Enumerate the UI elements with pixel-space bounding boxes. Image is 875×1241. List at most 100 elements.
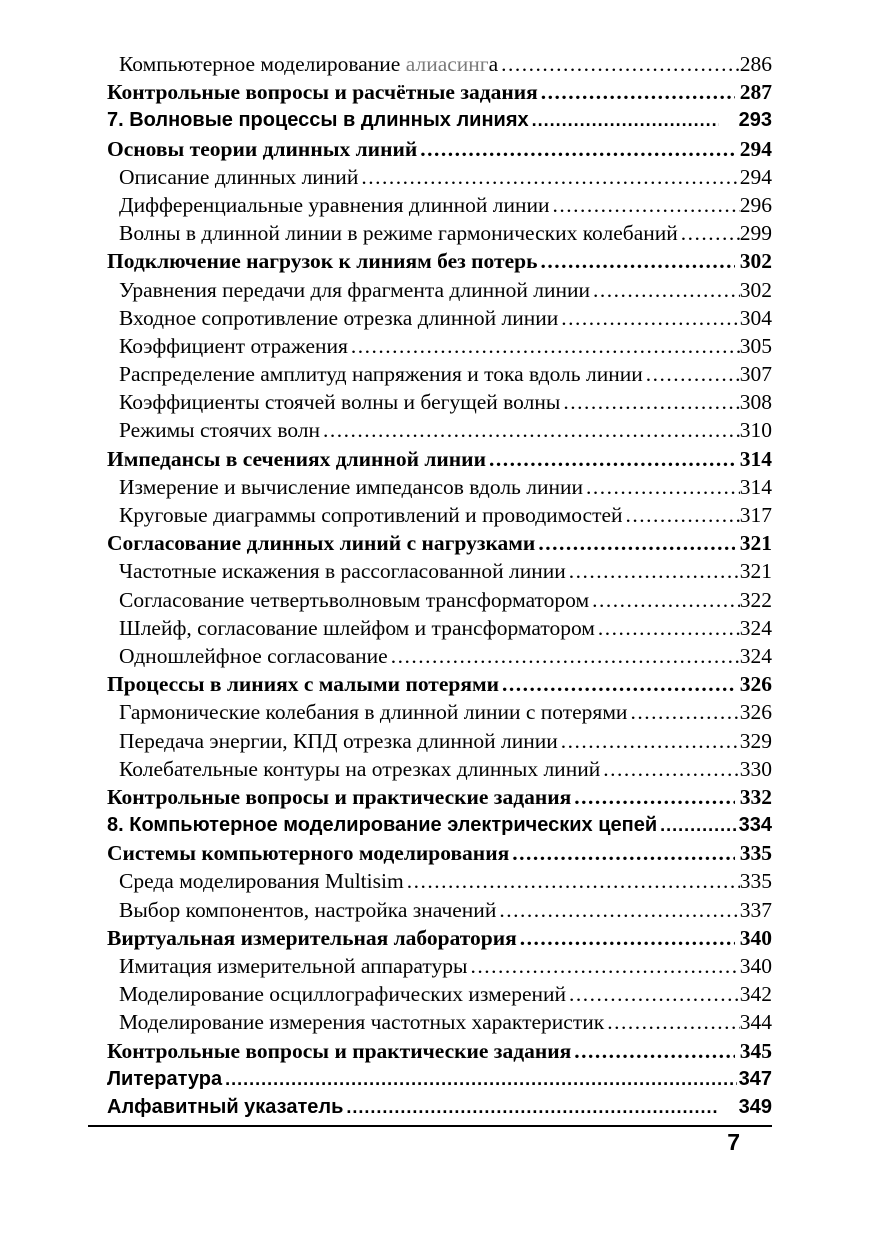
toc-entry-title: Контрольные вопросы и практические задан… [107, 784, 572, 809]
toc-entry-title: Импедансы в сечениях длинной линии [107, 446, 486, 471]
toc-entry-title: Колебательные контуры на отрезках длинны… [119, 756, 601, 781]
page-number: 7 [727, 1129, 740, 1156]
dot-leader: ........................................… [680, 221, 740, 246]
dot-leader: ........................................… [660, 815, 736, 836]
toc-entry-page: 337 [739, 897, 772, 922]
dot-leader: ........................................… [488, 446, 735, 471]
toc-entry-32: Виртуальная измерительная лаборатория ..… [88, 924, 772, 952]
toc-entry-37: Литература .............................… [88, 1065, 772, 1093]
toc-entry-title: Режимы стоячих волн [119, 418, 321, 443]
toc-entry-page: 314 [739, 446, 772, 471]
toc-entry-title: Моделирование осциллографических измерен… [119, 982, 567, 1007]
toc-entry-10: Входное сопротивление отрезка длинной ли… [88, 304, 772, 332]
toc-entry-19: Частотные искажения в рассогласованной л… [88, 557, 772, 585]
toc-entry-3: 7. Волновые процессы в длинных линиях ..… [88, 106, 772, 134]
toc-entry-26: Колебательные контуры на отрезках длинны… [88, 755, 772, 783]
dot-leader: ........................................… [519, 925, 735, 950]
footer-rule [88, 1125, 772, 1128]
toc-entry-page: 310 [739, 418, 772, 443]
dot-leader: ........................................… [574, 1038, 735, 1063]
toc-entry-36: Контрольные вопросы и практические задан… [88, 1037, 772, 1065]
toc-entry-page: 302 [739, 277, 772, 302]
dot-leader: ........................................… [346, 1096, 717, 1117]
toc-entry-15: Импедансы в сечениях длинной линии .....… [88, 445, 772, 473]
toc-entry-page: 299 [739, 221, 772, 246]
toc-entry-29: Системы компьютерного моделирования ....… [88, 839, 772, 867]
toc-entry-title: Виртуальная измерительная лаборатория [107, 925, 517, 950]
toc-entry-8: Подключение нагрузок к линиям без потерь… [88, 247, 772, 275]
toc-entry-title: Входное сопротивление отрезка длинной ли… [119, 305, 559, 330]
toc-entry-13: Коэффициенты стоячей волны и бегущей вол… [88, 388, 772, 416]
toc-entry-page: 344 [739, 1010, 772, 1035]
toc-entry-page: 345 [739, 1038, 772, 1063]
toc-page: Компьютерное моделирование алиасинга ...… [88, 50, 772, 1157]
dot-leader: ........................................… [531, 110, 719, 131]
toc-entry-27: Контрольные вопросы и практические задан… [88, 783, 772, 811]
toc-entry-page: 321 [739, 531, 772, 556]
toc-entry-title: Подключение нагрузок к линиям без потерь [107, 249, 538, 274]
toc-entry-page: 329 [739, 728, 772, 753]
dot-leader: ........................................… [563, 390, 739, 415]
toc-entry-page: 324 [739, 643, 772, 668]
toc-entry-page: 286 [739, 52, 772, 76]
dot-leader: ........................................… [569, 982, 740, 1007]
dot-leader: ........................................… [323, 418, 740, 443]
toc-entry-title: Описание длинных линий [119, 164, 359, 189]
dot-leader: ........................................… [470, 954, 739, 978]
dot-leader: ........................................… [499, 897, 740, 922]
toc-entry-page: 332 [739, 784, 772, 809]
dot-leader: ........................................… [406, 869, 740, 894]
toc-entry-31: Выбор компонентов, настройка значений ..… [88, 896, 772, 924]
dot-leader: ........................................… [552, 192, 739, 217]
toc-entry-title: Процессы в линиях с малыми потерями [107, 672, 500, 697]
toc-entry-page: 322 [739, 587, 772, 612]
dot-leader: ........................................… [568, 559, 740, 584]
toc-entry-title: Частотные искажения в рассогласованной л… [119, 559, 566, 584]
toc-entry-page: 294 [739, 136, 772, 161]
dot-leader: ........................................… [361, 164, 740, 189]
toc-entry-page: 349 [738, 1095, 772, 1118]
toc-entry-7: Волны в длинной линии в режиме гармониче… [88, 219, 772, 247]
toc-entry-title: Системы компьютерного моделирования [107, 841, 510, 866]
toc-entry-18: Согласование длинных линий с нагрузками … [88, 529, 772, 557]
toc-entry-30: Среда моделирования Multisim ...........… [88, 867, 772, 895]
toc-entry-28: 8. Компьютерное моделирование электричес… [88, 811, 772, 839]
toc-entry-12: Распределение амплитуд напряжения и тока… [88, 360, 772, 388]
toc-entry-title: Компьютерное моделирование алиасинга [119, 52, 499, 76]
toc-entry-title: Волны в длинной линии в режиме гармониче… [119, 221, 678, 246]
toc-entry-title: Передача энергии, КПД отрезка длинной ли… [119, 728, 558, 753]
dot-leader: ........................................… [574, 784, 735, 809]
toc-entry-page: 294 [739, 164, 772, 189]
toc-entry-title: Контрольные вопросы и расчётные задания [107, 80, 538, 105]
toc-entry-title: Распределение амплитуд напряжения и тока… [119, 362, 643, 387]
page-footer: 7 [88, 1125, 772, 1157]
toc-entry-page: 317 [739, 503, 772, 527]
toc-entry-title: Коэффициент отражения [119, 333, 348, 358]
dot-leader: ........................................… [597, 615, 740, 640]
toc-entry-title: Согласование длинных линий с нагрузками [107, 531, 536, 556]
toc-entry-5: Описание длинных линий .................… [88, 163, 772, 191]
toc-entry-title: Гармонические колебания в длинной линии … [119, 700, 628, 725]
toc-entry-page: 308 [739, 390, 772, 415]
toc-entry-title: Выбор компонентов, настройка значений [119, 897, 497, 922]
dot-leader: ........................................… [625, 503, 740, 527]
dot-leader: ........................................… [586, 474, 740, 499]
toc-entry-35: Моделирование измерения частотных характ… [88, 1008, 772, 1036]
toc-entry-page: 314 [739, 474, 772, 499]
dot-leader: ........................................… [225, 1068, 737, 1089]
toc-entry-21: Шлейф, согласование шлейфом и трансформа… [88, 614, 772, 642]
toc-entry-title: Уравнения передачи для фрагмента длинной… [119, 277, 590, 302]
dot-leader: ........................................… [630, 700, 740, 725]
toc-entry-page: 287 [739, 80, 772, 105]
dot-leader: ........................................… [592, 277, 740, 302]
toc-entry-page: 340 [739, 925, 772, 950]
toc-entry-38: Алфавитный указатель ...................… [88, 1093, 772, 1121]
toc-entry-page: 302 [739, 249, 772, 274]
toc-entry-page: 342 [739, 982, 772, 1007]
toc-entry-9: Уравнения передачи для фрагмента длинной… [88, 276, 772, 304]
toc-entry-1: Компьютерное моделирование алиасинга ...… [88, 50, 772, 78]
toc-entry-title: Дифференциальные уравнения длинной линии [119, 192, 550, 217]
toc-entry-page: 334 [738, 814, 772, 837]
toc-entry-page: 321 [739, 559, 772, 584]
toc-entry-page: 335 [739, 841, 772, 866]
